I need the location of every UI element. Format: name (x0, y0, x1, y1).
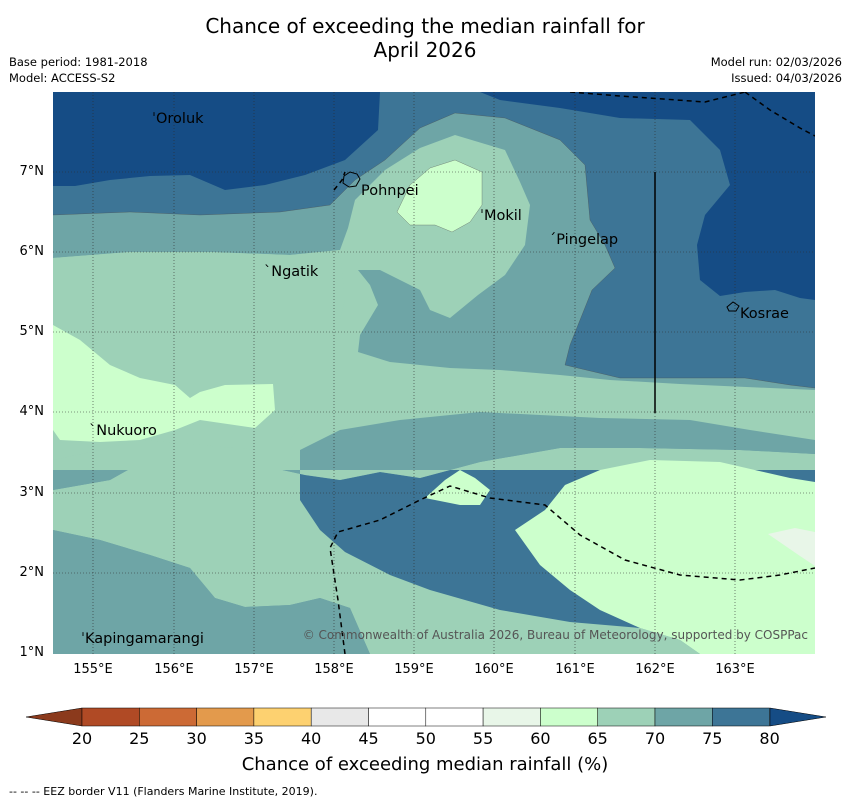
colorbar (25, 707, 827, 727)
lon-label-160e: 160°E (474, 662, 514, 677)
place-label-ngatik: ˋNgatik (264, 264, 319, 280)
eez-legend-text: -- -- -- EEZ border V11 (Flanders Marine… (9, 785, 318, 798)
lat-label-7n: 7°N (19, 164, 45, 179)
lon-label-156e: 156°E (154, 662, 194, 677)
kosrae-island (726, 301, 740, 312)
colorbar-cell (712, 707, 770, 727)
lat-label-3n: 3°N (19, 485, 45, 500)
colorbar-tick-label: 45 (358, 729, 379, 748)
colorbar-over-triangle (769, 707, 827, 727)
colorbar-cell (597, 707, 656, 727)
band-over-80-ne (480, 92, 815, 300)
colorbar-cell (540, 707, 598, 727)
model-text: Model: ACCESS-S2 (9, 71, 116, 85)
lat-label-6n: 6°N (19, 244, 45, 259)
lat-label-5n: 5°N (19, 324, 45, 339)
colorbar-tick-label: 65 (587, 729, 608, 748)
colorbar-cell (425, 707, 484, 727)
colorbar-cell (654, 707, 713, 727)
place-label-pohnpei: Pohnpei (361, 183, 419, 199)
colorbar-under-triangle (25, 707, 83, 727)
lat-label-1n: 1°N (19, 645, 45, 660)
lat-label-4n: 4°N (19, 404, 45, 419)
pohnpei-island (342, 171, 361, 188)
colorbar-cell (253, 707, 312, 727)
place-label-mokil: ˈMokil (480, 208, 522, 224)
place-label-nukuoro: ˋNukuoro (89, 423, 157, 439)
lon-label-155e: 155°E (73, 662, 113, 677)
colorbar-tick-label: 55 (472, 729, 494, 748)
colorbar-tick-label: 40 (301, 729, 322, 748)
colorbar-tick-label: 20 (71, 729, 93, 748)
place-label-oroluk: ˈOroluk (152, 111, 204, 127)
colorbar-cell (368, 707, 427, 727)
base-period-text: Base period: 1981-2018 (9, 55, 148, 69)
colorbar-tick-label: 50 (415, 729, 436, 748)
colorbar-tick-label: 35 (243, 729, 265, 748)
contour-fields (53, 92, 815, 654)
lat-label-2n: 2°N (19, 565, 45, 580)
lon-label-159e: 159°E (394, 662, 434, 677)
colorbar-tick-label: 60 (530, 729, 551, 748)
lon-label-162e: 162°E (635, 662, 675, 677)
band-60-65-west (53, 325, 275, 442)
band-55-60-southeast (768, 528, 815, 566)
colorbar-tick-label: 25 (129, 729, 150, 748)
colorbar-tick-label: 75 (702, 729, 723, 748)
graticule (53, 92, 815, 654)
map-title-line2: April 2026 (373, 38, 477, 62)
colorbar-tick-label: 70 (644, 729, 666, 748)
map-title-line1: Chance of exceeding the median rainfall … (205, 14, 645, 38)
colorbar-cell (81, 707, 140, 727)
issued-text: Issued: 04/03/2026 (731, 71, 842, 85)
colorbar-title: Chance of exceeding median rainfall (%) (241, 754, 609, 775)
place-label-pingelap: ˊPingelap (549, 232, 619, 248)
copyright-text: © Commonwealth of Australia 2026, Bureau… (302, 628, 808, 642)
place-label-kapingamarangi: ˈKapingamarangi (81, 631, 204, 647)
place-label-kosrae: Kosrae (740, 306, 789, 322)
band-over-80-nw (53, 92, 380, 190)
model-run-text: Model run: 02/03/2026 (710, 55, 842, 69)
colorbar-cell (196, 707, 255, 727)
band-60-65-southeast (515, 460, 815, 654)
lon-label-163e: 163°E (715, 662, 755, 677)
lon-label-158e: 158°E (314, 662, 354, 677)
colorbar-tick-label: 80 (759, 729, 780, 748)
colorbar-cell (482, 707, 541, 727)
colorbar-cell (139, 707, 197, 727)
eez-border (329, 92, 815, 654)
lon-label-157e: 157°E (234, 662, 274, 677)
colorbar-cell (310, 707, 369, 727)
colorbar-tick-label: 30 (186, 729, 207, 748)
lon-label-161e: 161°E (555, 662, 595, 677)
